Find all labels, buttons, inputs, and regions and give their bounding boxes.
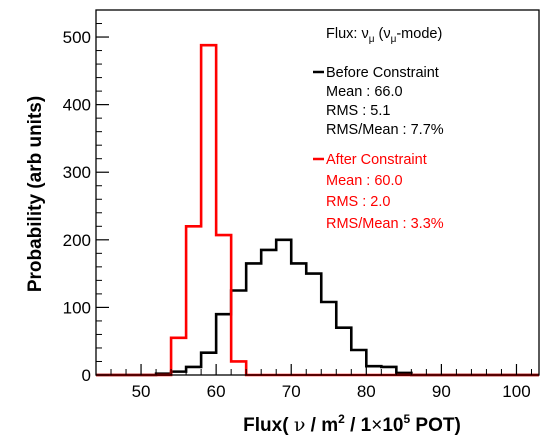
plot-frame (95, 9, 540, 376)
series-line-before-constraint (96, 238, 539, 377)
legend-header: Flux: νμ (νμ-mode) (326, 26, 442, 45)
legend-before-rms-mean: RMS/Mean : 7.7% (326, 122, 444, 138)
ticks-layer: 50 60 70 80 90 100 0 100 200 300 400 500 (63, 9, 532, 401)
y-tick-label: 0 (82, 366, 91, 385)
legend-before-rms: RMS : 5.1 (326, 103, 390, 119)
x-tick-label: 50 (132, 382, 151, 401)
legend-after-label: After Constraint (326, 152, 427, 168)
legend-before-label: Before Constraint (326, 65, 439, 81)
legend-after-rms: RMS : 2.0 (326, 194, 390, 210)
x-tick-label: 80 (357, 382, 376, 401)
y-tick-label: 500 (63, 28, 91, 47)
y-tick-label: 100 (63, 298, 91, 317)
legend-after-rms-mean: RMS/Mean : 3.3% (326, 216, 444, 232)
x-tick-label: 90 (432, 382, 451, 401)
y-tick-label: 300 (63, 163, 91, 182)
x-tick-label: 100 (502, 382, 530, 401)
x-axis-title: Flux( ν / m2 / 1×105 POT) (243, 412, 461, 436)
legend-after-mean: Mean : 60.0 (326, 173, 403, 189)
series-layer (96, 43, 539, 377)
x-tick-label: 60 (207, 382, 226, 401)
series-line-after-constraint (96, 43, 539, 377)
legend: Flux: νμ (νμ-mode) Before Constraint Mea… (313, 26, 444, 232)
legend-before-mean: Mean : 66.0 (326, 84, 403, 100)
y-tick-label: 200 (63, 231, 91, 250)
y-axis-title: Probability (arb units) (25, 96, 46, 292)
y-tick-label: 400 (63, 96, 91, 115)
x-tick-label: 70 (282, 382, 301, 401)
